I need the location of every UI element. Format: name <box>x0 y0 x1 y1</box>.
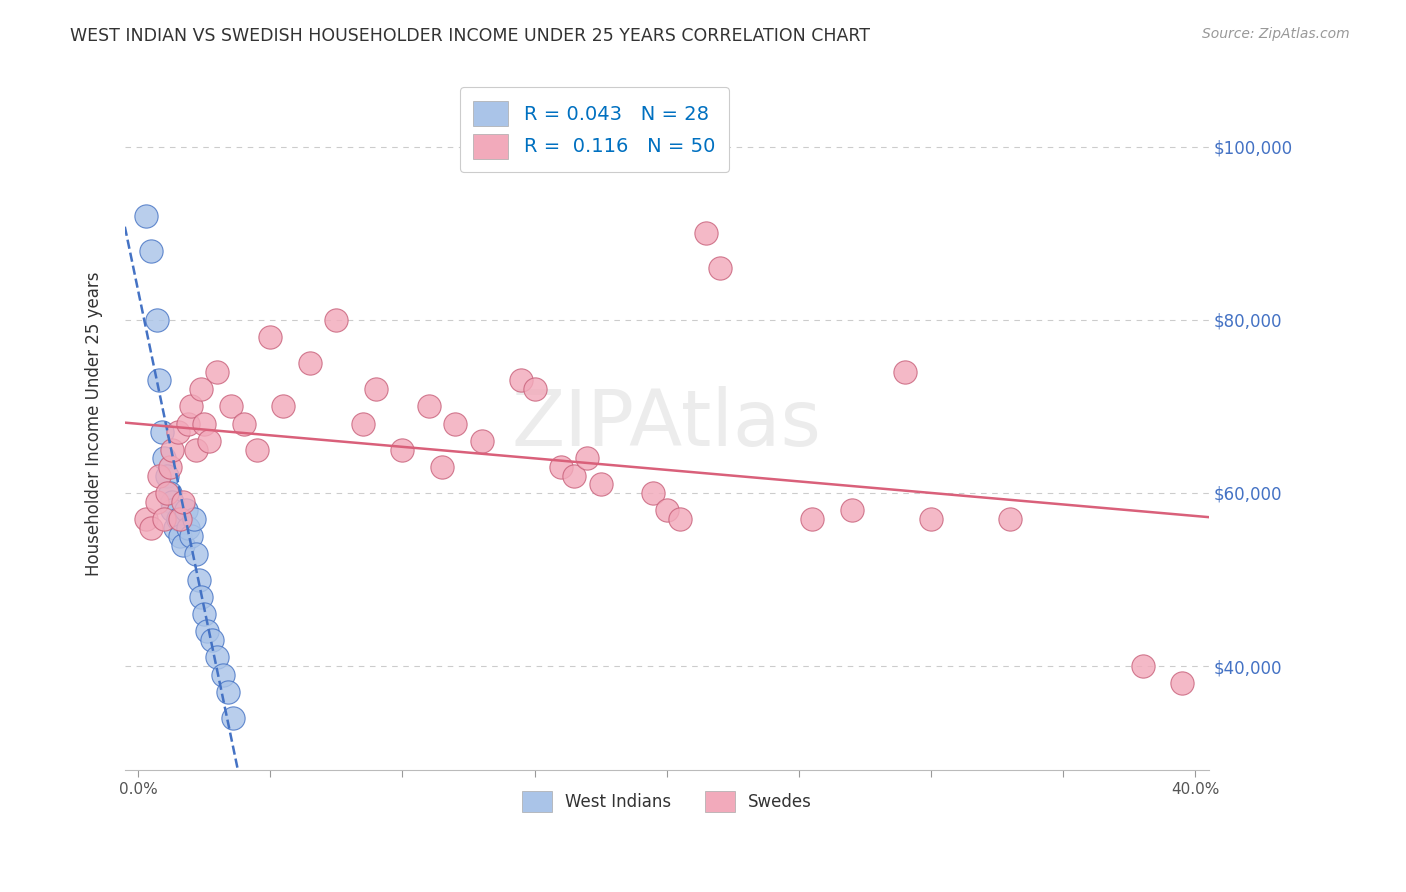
Point <box>177 520 200 534</box>
Point <box>165 520 187 534</box>
Point <box>162 494 184 508</box>
Point <box>169 529 191 543</box>
Point <box>156 486 179 500</box>
Point <box>217 685 239 699</box>
Point <box>162 442 184 457</box>
Text: WEST INDIAN VS SWEDISH HOUSEHOLDER INCOME UNDER 25 YEARS CORRELATION CHART: WEST INDIAN VS SWEDISH HOUSEHOLDER INCOM… <box>70 27 870 45</box>
Point <box>273 400 295 414</box>
Point <box>177 417 200 431</box>
Point <box>325 313 347 327</box>
Point <box>148 468 170 483</box>
Point <box>576 451 599 466</box>
Point <box>198 434 221 448</box>
Point <box>166 512 188 526</box>
Point <box>195 624 218 639</box>
Point <box>364 382 387 396</box>
Point <box>153 512 176 526</box>
Point <box>430 460 453 475</box>
Point <box>298 356 321 370</box>
Point <box>187 573 209 587</box>
Point <box>201 633 224 648</box>
Legend: West Indians, Swedes: West Indians, Swedes <box>510 780 824 824</box>
Point <box>695 227 717 241</box>
Point <box>801 512 824 526</box>
Point <box>174 503 197 517</box>
Point <box>211 667 233 681</box>
Point <box>135 209 157 223</box>
Point <box>523 382 546 396</box>
Point <box>207 365 229 379</box>
Point <box>190 382 212 396</box>
Point <box>562 468 585 483</box>
Point <box>510 373 533 387</box>
Point <box>156 468 179 483</box>
Point <box>1132 659 1154 673</box>
Point <box>145 313 167 327</box>
Point <box>172 538 194 552</box>
Point <box>141 244 163 258</box>
Point <box>172 494 194 508</box>
Text: ZIPAtlas: ZIPAtlas <box>512 385 821 462</box>
Point <box>135 512 157 526</box>
Point <box>841 503 863 517</box>
Point <box>246 442 269 457</box>
Point <box>709 260 731 275</box>
Point <box>180 400 202 414</box>
Point <box>1000 512 1022 526</box>
Point <box>190 590 212 604</box>
Point <box>153 451 176 466</box>
Point <box>655 503 678 517</box>
Point <box>643 486 665 500</box>
Point <box>159 460 181 475</box>
Point <box>141 520 163 534</box>
Point <box>183 512 205 526</box>
Point <box>193 607 215 622</box>
Point <box>232 417 254 431</box>
Point <box>471 434 494 448</box>
Point <box>159 486 181 500</box>
Point <box>186 442 208 457</box>
Point <box>893 365 915 379</box>
Point <box>920 512 942 526</box>
Point <box>1171 676 1194 690</box>
Point <box>391 442 413 457</box>
Point <box>148 373 170 387</box>
Point <box>259 330 281 344</box>
Point <box>150 425 173 440</box>
Point <box>222 711 245 725</box>
Point <box>418 400 440 414</box>
Point <box>589 477 612 491</box>
Point <box>169 512 191 526</box>
Point <box>550 460 572 475</box>
Point <box>444 417 467 431</box>
Text: Source: ZipAtlas.com: Source: ZipAtlas.com <box>1202 27 1350 41</box>
Point <box>186 547 208 561</box>
Point <box>669 512 692 526</box>
Point <box>162 503 184 517</box>
Point <box>207 650 229 665</box>
Point <box>145 494 167 508</box>
Point <box>219 400 242 414</box>
Point <box>180 529 202 543</box>
Point <box>166 425 188 440</box>
Point <box>352 417 374 431</box>
Y-axis label: Householder Income Under 25 years: Householder Income Under 25 years <box>86 271 103 576</box>
Point <box>193 417 215 431</box>
